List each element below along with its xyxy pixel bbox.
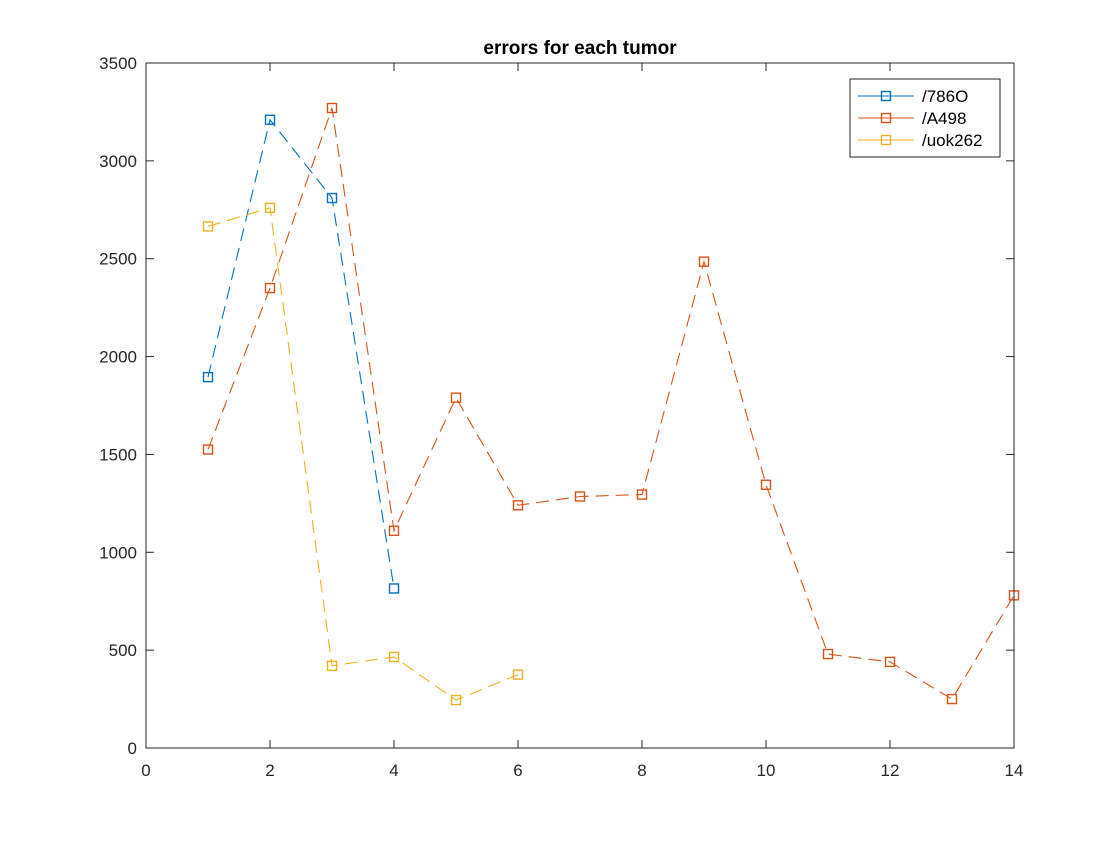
- data-point: [202, 371, 214, 383]
- x-tick-label: 0: [141, 761, 150, 780]
- legend-marker: [880, 112, 892, 124]
- data-point: [264, 114, 276, 125]
- legend-label: /786O: [922, 87, 968, 106]
- data-point: [512, 500, 524, 511]
- plot-area: [146, 63, 1014, 748]
- series-line-1: [207, 107, 1015, 700]
- y-tick-label: 3500: [99, 54, 137, 73]
- data-point: [512, 669, 524, 680]
- data-point: [202, 444, 214, 455]
- x-tick-label: 4: [389, 761, 398, 780]
- legend-entry: /A498: [858, 109, 966, 128]
- data-point: [450, 694, 462, 706]
- data-point: [884, 656, 896, 668]
- series-2: [202, 202, 524, 706]
- y-tick-label: 0: [128, 739, 137, 758]
- legend-entry: /786O: [858, 87, 968, 106]
- x-tick-label: 8: [637, 761, 646, 780]
- y-tick-label: 2500: [99, 250, 137, 269]
- data-point: [388, 525, 400, 536]
- x-tick-label: 6: [513, 761, 522, 780]
- x-tick-label: 14: [1005, 761, 1024, 780]
- legend-entry: /uok262: [858, 131, 983, 150]
- data-point: [326, 660, 338, 671]
- series-1: [202, 102, 1020, 705]
- data-point: [946, 693, 958, 705]
- axes-box: [145, 62, 1015, 749]
- data-point: [326, 102, 338, 114]
- data-point: [698, 256, 710, 267]
- data-point: [760, 479, 772, 490]
- legend-marker: [880, 90, 892, 102]
- axes-layer: 0 2 4 6 8 10 12 14 0 500 1000 1500 2000 2500 3000 3500: [99, 54, 1023, 780]
- series-0: [202, 114, 400, 594]
- series-layer: [202, 102, 1020, 706]
- data-point: [574, 491, 586, 502]
- series-line-0: [207, 118, 395, 589]
- data-point: [264, 202, 276, 214]
- x-axis: 0 2 4 6 8 10 12 14: [141, 63, 1023, 780]
- data-point: [388, 583, 400, 594]
- data-point: [450, 392, 462, 403]
- data-point: [202, 221, 214, 232]
- legend-label: /A498: [922, 109, 966, 128]
- y-tick-label: 3000: [99, 152, 137, 171]
- legend-marker: [880, 134, 892, 146]
- x-tick-label: 2: [265, 761, 274, 780]
- legend-label: /uok262: [922, 131, 983, 150]
- x-tick-label: 10: [757, 761, 776, 780]
- y-tick-label: 1500: [99, 445, 137, 464]
- y-tick-label: 500: [109, 641, 137, 660]
- y-axis: 0 500 1000 1500 2000 2500 3000 3500: [99, 54, 1014, 758]
- legend: /786O/A498/uok262: [849, 78, 1001, 158]
- data-point: [636, 489, 648, 500]
- data-point: [388, 651, 400, 663]
- data-point: [326, 192, 338, 204]
- y-tick-label: 2000: [99, 348, 137, 367]
- x-tick-label: 12: [881, 761, 900, 780]
- y-tick-label: 1000: [99, 543, 137, 562]
- data-point: [264, 282, 276, 294]
- data-point: [822, 648, 834, 660]
- chart-title: errors for each tumor: [483, 38, 677, 59]
